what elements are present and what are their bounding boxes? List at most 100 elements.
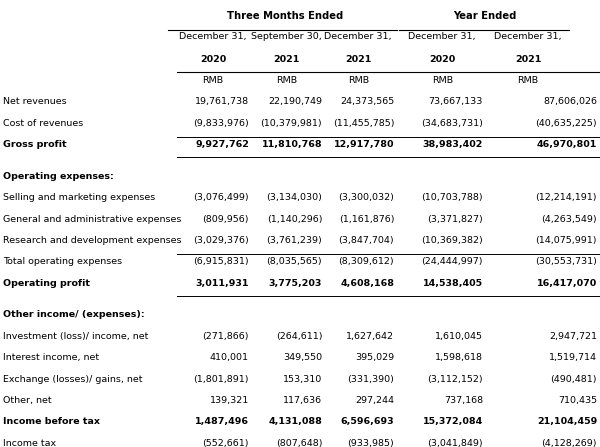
- Text: Selling and marketing expenses: Selling and marketing expenses: [3, 193, 155, 202]
- Text: Cost of revenues: Cost of revenues: [3, 119, 83, 128]
- Text: (4,128,269): (4,128,269): [542, 439, 597, 447]
- Text: 14,538,405: 14,538,405: [423, 279, 483, 288]
- Text: 4,131,088: 4,131,088: [268, 417, 322, 426]
- Text: (3,134,030): (3,134,030): [266, 193, 322, 202]
- Text: 24,373,565: 24,373,565: [340, 97, 394, 106]
- Text: 1,487,496: 1,487,496: [195, 417, 249, 426]
- Text: 38,983,402: 38,983,402: [422, 140, 483, 149]
- Text: Gross profit: Gross profit: [3, 140, 67, 149]
- Text: (3,300,032): (3,300,032): [338, 193, 394, 202]
- Text: 1,610,045: 1,610,045: [435, 332, 483, 341]
- Text: (3,029,376): (3,029,376): [193, 236, 249, 245]
- Text: 22,190,749: 22,190,749: [268, 97, 322, 106]
- Text: December 31,: December 31,: [494, 32, 562, 41]
- Text: (3,076,499): (3,076,499): [193, 193, 249, 202]
- Text: 410,001: 410,001: [210, 353, 249, 362]
- Text: (331,390): (331,390): [347, 375, 394, 384]
- Text: (6,915,831): (6,915,831): [193, 257, 249, 266]
- Text: (30,553,731): (30,553,731): [535, 257, 597, 266]
- Text: 153,310: 153,310: [283, 375, 322, 384]
- Text: Total operating expenses: Total operating expenses: [3, 257, 122, 266]
- Text: 2020: 2020: [429, 55, 455, 64]
- Text: (11,455,785): (11,455,785): [333, 119, 394, 128]
- Text: (3,371,827): (3,371,827): [427, 215, 483, 224]
- Text: 2021: 2021: [345, 55, 371, 64]
- Text: RMB: RMB: [347, 76, 369, 85]
- Text: 19,761,738: 19,761,738: [195, 97, 249, 106]
- Text: 117,636: 117,636: [283, 396, 322, 405]
- Text: Other income/ (expenses):: Other income/ (expenses):: [3, 310, 145, 319]
- Text: (40,635,225): (40,635,225): [535, 119, 597, 128]
- Text: Research and development expenses: Research and development expenses: [3, 236, 182, 245]
- Text: Exchange (losses)/ gains, net: Exchange (losses)/ gains, net: [3, 375, 143, 384]
- Text: 2020: 2020: [200, 55, 226, 64]
- Text: Other, net: Other, net: [3, 396, 52, 405]
- Text: 11,810,768: 11,810,768: [262, 140, 322, 149]
- Text: (8,309,612): (8,309,612): [338, 257, 394, 266]
- Text: 73,667,133: 73,667,133: [428, 97, 483, 106]
- Text: 349,550: 349,550: [283, 353, 322, 362]
- Text: Operating expenses:: Operating expenses:: [3, 172, 114, 181]
- Text: 395,029: 395,029: [355, 353, 394, 362]
- Text: (10,369,382): (10,369,382): [421, 236, 483, 245]
- Text: RMB: RMB: [517, 76, 539, 85]
- Text: 16,417,070: 16,417,070: [537, 279, 597, 288]
- Text: RMB: RMB: [202, 76, 224, 85]
- Text: Income tax: Income tax: [3, 439, 56, 447]
- Text: 1,519,714: 1,519,714: [549, 353, 597, 362]
- Text: 1,627,642: 1,627,642: [346, 332, 394, 341]
- Text: 21,104,459: 21,104,459: [537, 417, 597, 426]
- Text: 139,321: 139,321: [210, 396, 249, 405]
- Text: 737,168: 737,168: [444, 396, 483, 405]
- Text: September 30,: September 30,: [251, 32, 322, 41]
- Text: 2021: 2021: [515, 55, 541, 64]
- Text: Net revenues: Net revenues: [3, 97, 67, 106]
- Text: 1,598,618: 1,598,618: [435, 353, 483, 362]
- Text: (1,161,876): (1,161,876): [339, 215, 394, 224]
- Text: Three Months Ended: Three Months Ended: [227, 11, 344, 21]
- Text: (552,661): (552,661): [203, 439, 249, 447]
- Text: 3,011,931: 3,011,931: [196, 279, 249, 288]
- Text: (34,683,731): (34,683,731): [421, 119, 483, 128]
- Text: 46,970,801: 46,970,801: [536, 140, 597, 149]
- Text: (3,847,704): (3,847,704): [338, 236, 394, 245]
- Text: (933,985): (933,985): [347, 439, 394, 447]
- Text: 4,608,168: 4,608,168: [340, 279, 394, 288]
- Text: RMB: RMB: [431, 76, 453, 85]
- Text: (4,263,549): (4,263,549): [541, 215, 597, 224]
- Text: (14,075,991): (14,075,991): [536, 236, 597, 245]
- Text: (3,761,239): (3,761,239): [266, 236, 322, 245]
- Text: 15,372,084: 15,372,084: [423, 417, 483, 426]
- Text: (10,379,981): (10,379,981): [260, 119, 322, 128]
- Text: (10,703,788): (10,703,788): [421, 193, 483, 202]
- Text: (264,611): (264,611): [276, 332, 322, 341]
- Text: 6,596,693: 6,596,693: [341, 417, 394, 426]
- Text: (9,833,976): (9,833,976): [193, 119, 249, 128]
- Text: 3,775,203: 3,775,203: [269, 279, 322, 288]
- Text: 710,435: 710,435: [558, 396, 597, 405]
- Text: Investment (loss)/ income, net: Investment (loss)/ income, net: [3, 332, 148, 341]
- Text: December 31,: December 31,: [409, 32, 476, 41]
- Text: RMB: RMB: [275, 76, 297, 85]
- Text: December 31,: December 31,: [179, 32, 247, 41]
- Text: Operating profit: Operating profit: [3, 279, 90, 288]
- Text: (809,956): (809,956): [203, 215, 249, 224]
- Text: 12,917,780: 12,917,780: [334, 140, 394, 149]
- Text: (3,112,152): (3,112,152): [427, 375, 483, 384]
- Text: (24,444,997): (24,444,997): [422, 257, 483, 266]
- Text: (1,140,296): (1,140,296): [267, 215, 322, 224]
- Text: (3,041,849): (3,041,849): [427, 439, 483, 447]
- Text: 2021: 2021: [273, 55, 299, 64]
- Text: Interest income, net: Interest income, net: [3, 353, 99, 362]
- Text: 9,927,762: 9,927,762: [195, 140, 249, 149]
- Text: December 31,: December 31,: [325, 32, 392, 41]
- Text: (12,214,191): (12,214,191): [536, 193, 597, 202]
- Text: Year Ended: Year Ended: [454, 11, 517, 21]
- Text: (271,866): (271,866): [203, 332, 249, 341]
- Text: 2,947,721: 2,947,721: [549, 332, 597, 341]
- Text: 297,244: 297,244: [355, 396, 394, 405]
- Text: (490,481): (490,481): [551, 375, 597, 384]
- Text: (807,648): (807,648): [276, 439, 322, 447]
- Text: 87,606,026: 87,606,026: [543, 97, 597, 106]
- Text: (8,035,565): (8,035,565): [266, 257, 322, 266]
